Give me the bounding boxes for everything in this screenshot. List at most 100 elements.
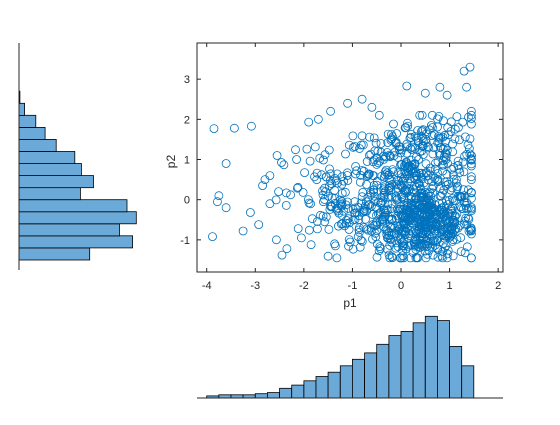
scatter-point [387, 130, 396, 139]
scatter-point [380, 207, 390, 217]
scatter-point [370, 202, 380, 212]
scatter-point [376, 139, 386, 148]
scatter-point [343, 197, 352, 207]
scatter-point [245, 208, 255, 217]
scatter-point [428, 149, 438, 159]
scatter-point [463, 213, 473, 223]
scatter-point [436, 143, 446, 153]
scatter-point [441, 216, 451, 226]
scatter-point [304, 117, 314, 127]
scatter-point [433, 114, 442, 124]
scatter-point [466, 188, 476, 198]
scatter-point [462, 242, 472, 252]
bottom-histogram-bar [266, 392, 280, 399]
scatter-point [344, 241, 353, 251]
scatter-point [466, 253, 476, 263]
scatter-point [466, 106, 476, 116]
x-tick-label: 2 [495, 280, 501, 292]
scatter-point [398, 251, 408, 261]
scatter-point [354, 227, 364, 237]
scatter-point [440, 130, 450, 140]
scatter-point [293, 182, 303, 192]
scatter-point [426, 121, 436, 130]
scatter-point [362, 157, 372, 166]
scatter-point [442, 229, 452, 239]
scatter-point [362, 180, 372, 189]
scatter-point [407, 142, 417, 152]
scatter-point [385, 151, 395, 161]
scatter-point [466, 202, 476, 212]
scatter-point [362, 206, 372, 216]
scatter-point [379, 212, 389, 222]
scatter-point [320, 195, 329, 204]
scatter-point [400, 162, 410, 172]
x-tick-label: -1 [348, 280, 358, 292]
scatter-point [406, 132, 416, 142]
scatter-point [445, 218, 455, 227]
scatter-point [402, 148, 412, 158]
left-histogram-bar [18, 138, 57, 152]
scatter-point [428, 188, 438, 198]
scatter-point [303, 195, 313, 205]
scatter-point [394, 180, 404, 190]
scatter-point [396, 169, 406, 179]
scatter-point [438, 166, 448, 176]
scatter-point [459, 197, 469, 207]
scatter-point [372, 159, 382, 169]
scatter-point [279, 160, 289, 170]
scatter-point [343, 98, 353, 108]
scatter-point [348, 142, 358, 152]
scatter-point [396, 160, 405, 170]
scatter-point [443, 130, 453, 140]
scatter-point [387, 253, 397, 263]
scatter-point [446, 185, 456, 195]
scatter-point [402, 142, 412, 152]
scatter-point [302, 144, 312, 154]
scatter-point [415, 208, 425, 218]
scatter-point [382, 168, 392, 178]
scatter-point [396, 235, 406, 245]
scatter-point [412, 227, 422, 237]
scatter-point [407, 218, 417, 228]
scatter-point [330, 193, 340, 203]
scatter-point [313, 114, 323, 124]
scatter-point [350, 203, 360, 213]
scatter-point [398, 211, 407, 221]
scatter-point [318, 211, 328, 221]
scatter-point [425, 225, 435, 235]
scatter-point [435, 82, 445, 92]
scatter-point [372, 226, 382, 236]
y-tick-label: 2 [184, 114, 190, 126]
scatter-point [357, 94, 367, 104]
scatter-point [320, 217, 330, 227]
scatter-point [420, 209, 430, 218]
scatter-point [378, 216, 388, 226]
scatter-point [433, 252, 443, 262]
bottom-histogram-bar [364, 352, 378, 399]
scatter-point [413, 217, 423, 227]
scatter-point [304, 198, 314, 208]
x-tick-label: 0 [398, 280, 404, 292]
bottom-histogram-bar [291, 384, 305, 399]
scatter-point [406, 200, 416, 210]
scatter-point [386, 185, 396, 195]
scatter-point [332, 178, 342, 188]
scatter-point [323, 251, 333, 261]
scatter-point [465, 149, 475, 159]
scatter-point [335, 195, 345, 205]
y-tick-label: 0 [184, 195, 190, 207]
bottom-histogram-bar [315, 376, 329, 399]
scatter-point [363, 200, 373, 210]
scatter-point [428, 181, 438, 191]
scatter-point [386, 182, 396, 192]
scatter-point [312, 217, 322, 226]
scatter-point [417, 240, 426, 250]
scatter-point [300, 168, 310, 178]
scatter-point [360, 203, 370, 213]
scatter-point [344, 235, 354, 245]
scatter-point [277, 158, 286, 167]
scatter-point [415, 110, 425, 120]
scatter-point [238, 226, 248, 236]
scatter-point [428, 171, 438, 181]
scatter-point [458, 157, 468, 167]
